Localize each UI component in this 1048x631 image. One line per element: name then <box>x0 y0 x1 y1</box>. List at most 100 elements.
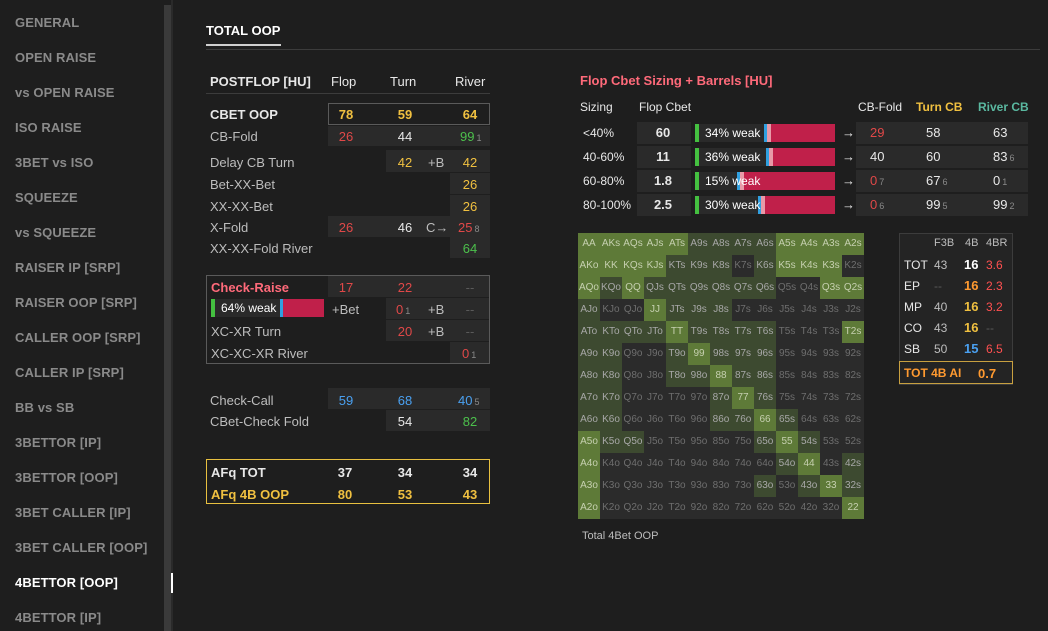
range-cell[interactable]: 42o <box>798 497 820 519</box>
cr-bar-river[interactable]: -- <box>465 302 475 317</box>
xc-xr-river[interactable]: -- <box>465 324 475 339</box>
check-call-turn[interactable]: 68 <box>397 393 413 408</box>
flop-cbet-value[interactable]: 2.5 <box>653 197 673 212</box>
range-cell[interactable]: 92o <box>688 497 710 519</box>
x-fold-river[interactable]: 25 8 <box>458 220 479 235</box>
range-cell[interactable]: 99 <box>688 343 710 365</box>
range-cell[interactable]: J8o <box>644 365 666 387</box>
range-cell[interactable]: 53o <box>776 475 798 497</box>
flop-cbet-value[interactable]: 60 <box>655 125 671 140</box>
weak-bar[interactable]: 30% weak <box>695 196 835 214</box>
range-cell[interactable]: J2s <box>842 299 864 321</box>
range-cell[interactable]: A5s <box>776 233 798 255</box>
range-cell[interactable]: J4s <box>798 299 820 321</box>
range-cell[interactable]: QTs <box>666 277 688 299</box>
range-cell[interactable]: TT <box>666 321 688 343</box>
sidebar-item[interactable]: vs OPEN RAISE <box>15 85 115 100</box>
range-cell[interactable]: K9s <box>688 255 710 277</box>
turn-cb-value[interactable]: 60 <box>926 149 942 164</box>
range-cell[interactable]: J3o <box>644 475 666 497</box>
pos-f3b[interactable]: 43 <box>934 258 948 272</box>
range-cell[interactable]: A4s <box>798 233 820 255</box>
range-cell[interactable]: A2o <box>578 497 600 519</box>
sidebar-item[interactable]: BB vs SB <box>15 400 75 415</box>
range-cell[interactable]: Q4s <box>798 277 820 299</box>
range-cell[interactable]: K7s <box>732 255 754 277</box>
pos-4br[interactable]: 6.5 <box>986 342 1003 356</box>
range-cell[interactable]: T8o <box>666 365 688 387</box>
range-cell[interactable]: AQo <box>578 277 600 299</box>
sidebar-item[interactable]: 3BETTOR [OOP] <box>15 470 118 485</box>
weak-bar[interactable]: 36% weak <box>695 148 835 166</box>
cb-fold-value[interactable]: 29 <box>870 125 886 140</box>
check-call-river[interactable]: 40 5 <box>458 393 479 408</box>
range-cell[interactable]: Q3s <box>820 277 842 299</box>
range-cell[interactable]: 44 <box>798 453 820 475</box>
pos-f3b[interactable]: 50 <box>934 342 948 356</box>
range-cell[interactable]: QTo <box>622 321 644 343</box>
range-cell[interactable]: T9s <box>688 321 710 343</box>
range-cell[interactable]: 72s <box>842 387 864 409</box>
range-cell[interactable]: 82s <box>842 365 864 387</box>
range-cell[interactable]: 95o <box>688 431 710 453</box>
pos-4br[interactable]: 3.2 <box>986 300 1003 314</box>
range-cell[interactable]: T5o <box>666 431 688 453</box>
range-cell[interactable]: 33 <box>820 475 842 497</box>
xx-xx-bet-river[interactable]: 26 <box>462 199 478 214</box>
range-cell[interactable]: J6o <box>644 409 666 431</box>
range-cell[interactable]: A9o <box>578 343 600 365</box>
range-cell[interactable]: J8s <box>710 299 732 321</box>
sidebar-scrollbar[interactable] <box>164 5 171 631</box>
cb-fold-river[interactable]: 99 1 <box>460 129 481 144</box>
range-cell[interactable]: A8s <box>710 233 732 255</box>
range-cell[interactable]: 73o <box>732 475 754 497</box>
range-cell[interactable]: K4o <box>600 453 622 475</box>
range-cell[interactable]: K8o <box>600 365 622 387</box>
range-cell[interactable]: Q8s <box>710 277 732 299</box>
check-raise-flop[interactable]: 17 <box>338 280 354 295</box>
xx-xx-fold-river-value[interactable]: 64 <box>462 241 478 256</box>
range-cell[interactable]: 65s <box>776 409 798 431</box>
pos-4b[interactable]: 16 <box>964 320 979 335</box>
range-cell[interactable]: 84o <box>710 453 732 475</box>
river-cb-value[interactable]: 63 <box>993 125 1009 140</box>
check-raise-turn[interactable]: 22 <box>397 280 413 295</box>
range-cell[interactable]: 73s <box>820 387 842 409</box>
range-cell[interactable]: JTs <box>666 299 688 321</box>
range-cell[interactable]: 92s <box>842 343 864 365</box>
cb-fold-turn[interactable]: 44 <box>397 129 413 144</box>
pos-4b[interactable]: 16 <box>964 257 979 272</box>
range-cell[interactable]: 62s <box>842 409 864 431</box>
range-cell[interactable]: JTo <box>644 321 666 343</box>
range-cell[interactable]: 66 <box>754 409 776 431</box>
range-cell[interactable]: K5s <box>776 255 798 277</box>
x-fold-flop[interactable]: 26 <box>338 220 354 235</box>
range-cell[interactable]: Q5o <box>622 431 644 453</box>
range-cell[interactable]: A9s <box>688 233 710 255</box>
pos-4b[interactable]: 16 <box>964 299 979 314</box>
turn-cb-value[interactable]: 99 5 <box>926 197 947 212</box>
range-cell[interactable]: 62o <box>754 497 776 519</box>
cb-fold-flop[interactable]: 26 <box>338 129 354 144</box>
range-cell[interactable]: KTo <box>600 321 622 343</box>
range-cell[interactable]: JJ <box>644 299 666 321</box>
cbet-oop-flop[interactable]: 78 <box>338 107 354 122</box>
range-cell[interactable]: KTs <box>666 255 688 277</box>
range-cell[interactable]: A7o <box>578 387 600 409</box>
range-cell[interactable]: T4o <box>666 453 688 475</box>
range-cell[interactable]: 77 <box>732 387 754 409</box>
sidebar-item[interactable]: ISO RAISE <box>15 120 82 135</box>
range-cell[interactable]: KJs <box>644 255 666 277</box>
range-cell[interactable]: 75s <box>776 387 798 409</box>
range-cell[interactable]: Q9s <box>688 277 710 299</box>
range-cell[interactable]: 75o <box>732 431 754 453</box>
afq-4b-oop-turn[interactable]: 53 <box>397 487 413 502</box>
pos-4br[interactable]: 2.3 <box>986 279 1003 293</box>
range-cell[interactable]: 94o <box>688 453 710 475</box>
turn-cb-value[interactable]: 67 6 <box>926 173 947 188</box>
range-cell[interactable]: A6s <box>754 233 776 255</box>
range-cell[interactable]: K2s <box>842 255 864 277</box>
pos-4b[interactable]: 16 <box>964 278 979 293</box>
delay-cb-river[interactable]: 42 <box>462 155 478 170</box>
pos-4br[interactable]: 3.6 <box>986 258 1003 272</box>
